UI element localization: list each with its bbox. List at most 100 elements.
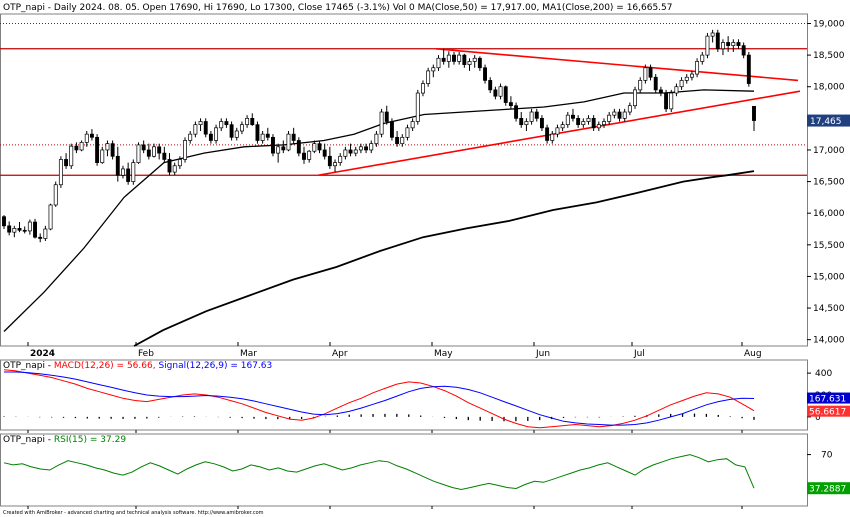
candle-body <box>415 92 420 122</box>
candle-body <box>265 133 270 138</box>
candle-body <box>503 86 508 103</box>
candle-body <box>612 111 617 116</box>
candle-body <box>74 145 79 151</box>
candle-body <box>358 146 363 151</box>
candle-body <box>384 111 389 122</box>
candle-body <box>467 61 472 65</box>
candle-body <box>596 124 601 129</box>
candle-body <box>534 111 539 119</box>
candle-body <box>177 159 182 167</box>
candle-body <box>643 67 648 81</box>
y-tick-label: 18,000 <box>813 83 845 93</box>
candle-body <box>669 92 674 110</box>
candle-body <box>214 127 219 141</box>
candle-body <box>710 32 715 37</box>
x-month-label: Jul <box>633 349 645 359</box>
rsi-panel-frame <box>0 433 808 507</box>
ma200-polyline <box>133 170 755 347</box>
candle-body <box>291 133 296 141</box>
candle-body <box>431 67 436 72</box>
candle-body <box>705 35 710 56</box>
candle-body <box>250 117 255 126</box>
candle-body <box>276 146 281 154</box>
ma50-polyline <box>3 89 755 332</box>
candle-body <box>648 67 653 78</box>
candle-body <box>136 144 141 163</box>
candle-body <box>224 121 229 126</box>
price-y-axis: 19,00018,50018,00017,50017,00016,50016,0… <box>807 19 845 346</box>
candle-body <box>157 146 162 154</box>
ma200-line <box>133 170 755 347</box>
candle-body <box>343 149 348 157</box>
candle-body <box>529 111 534 122</box>
candle-body <box>131 162 136 182</box>
candle-body <box>2 216 6 227</box>
candle-body <box>638 80 643 91</box>
trendlines <box>317 47 801 177</box>
price-panel-frame <box>0 13 808 347</box>
candle-body <box>493 89 498 97</box>
candle-body <box>700 54 705 62</box>
macd-legend: MACD(12,26) = 56.66, <box>54 361 156 371</box>
candle-body <box>633 89 637 107</box>
candle-body <box>146 149 151 157</box>
candle-body <box>255 124 260 141</box>
candle-body <box>302 152 306 160</box>
y-tick-label: 19,000 <box>813 19 845 29</box>
x-month-label: Apr <box>332 349 348 359</box>
candle-body <box>58 159 63 186</box>
x-month-label: Aug <box>744 349 762 359</box>
date-x-axis: 2024 Feb Mar Apr May Jun Jul Aug <box>27 342 762 509</box>
candle-body <box>736 42 741 46</box>
candle-body <box>508 102 513 107</box>
candle-body <box>69 145 74 167</box>
candle-body <box>617 111 622 119</box>
candle-body <box>658 89 663 94</box>
candle-body <box>452 54 456 62</box>
candle-body <box>524 121 529 126</box>
candle-body <box>327 155 332 167</box>
candle-body <box>17 228 22 231</box>
candle-body <box>198 121 203 126</box>
candle-body <box>514 105 519 119</box>
candle-body <box>64 159 69 167</box>
candle-body <box>731 42 736 46</box>
rsi-panel: 70 37.2887 <box>3 451 850 495</box>
candle-body <box>229 124 234 138</box>
macd-header: OTP_napi - MACD(12,26) = 56.66, Signal(1… <box>3 361 272 371</box>
candle-body <box>607 114 612 122</box>
candle-body <box>746 54 751 84</box>
candle-body <box>653 76 658 91</box>
macd-line <box>3 369 755 429</box>
candle-body <box>121 168 125 176</box>
candle-body <box>726 42 731 46</box>
candle-body <box>405 127 410 138</box>
candle-body <box>684 76 689 81</box>
x-month-label: Jun <box>535 349 550 359</box>
y-tick-label: 14,000 <box>813 336 845 346</box>
candle-body <box>591 117 596 129</box>
candle-body <box>100 149 105 163</box>
candle-body <box>519 117 524 126</box>
candle-body <box>483 67 487 81</box>
candle-body <box>89 133 94 138</box>
candle-body <box>545 127 550 141</box>
y-tick-label: 15,000 <box>813 272 845 282</box>
rsi-value-badge <box>807 482 850 495</box>
candle-body <box>167 159 172 173</box>
candle-body <box>472 57 477 62</box>
y-tick-label: 16,000 <box>813 209 845 219</box>
candle-body <box>333 162 337 167</box>
candle-body <box>426 70 431 84</box>
candle-body <box>664 92 669 110</box>
candle-body <box>22 229 27 232</box>
candle-body <box>560 124 565 129</box>
candle-body <box>689 73 694 78</box>
candle-body <box>627 105 632 113</box>
last-price-badge <box>807 114 850 127</box>
macd-value-label: 56.6617 <box>809 408 846 418</box>
last-price-label: 17,465 <box>810 117 842 127</box>
trendline-resistance <box>435 47 799 82</box>
candle-body <box>152 146 156 157</box>
